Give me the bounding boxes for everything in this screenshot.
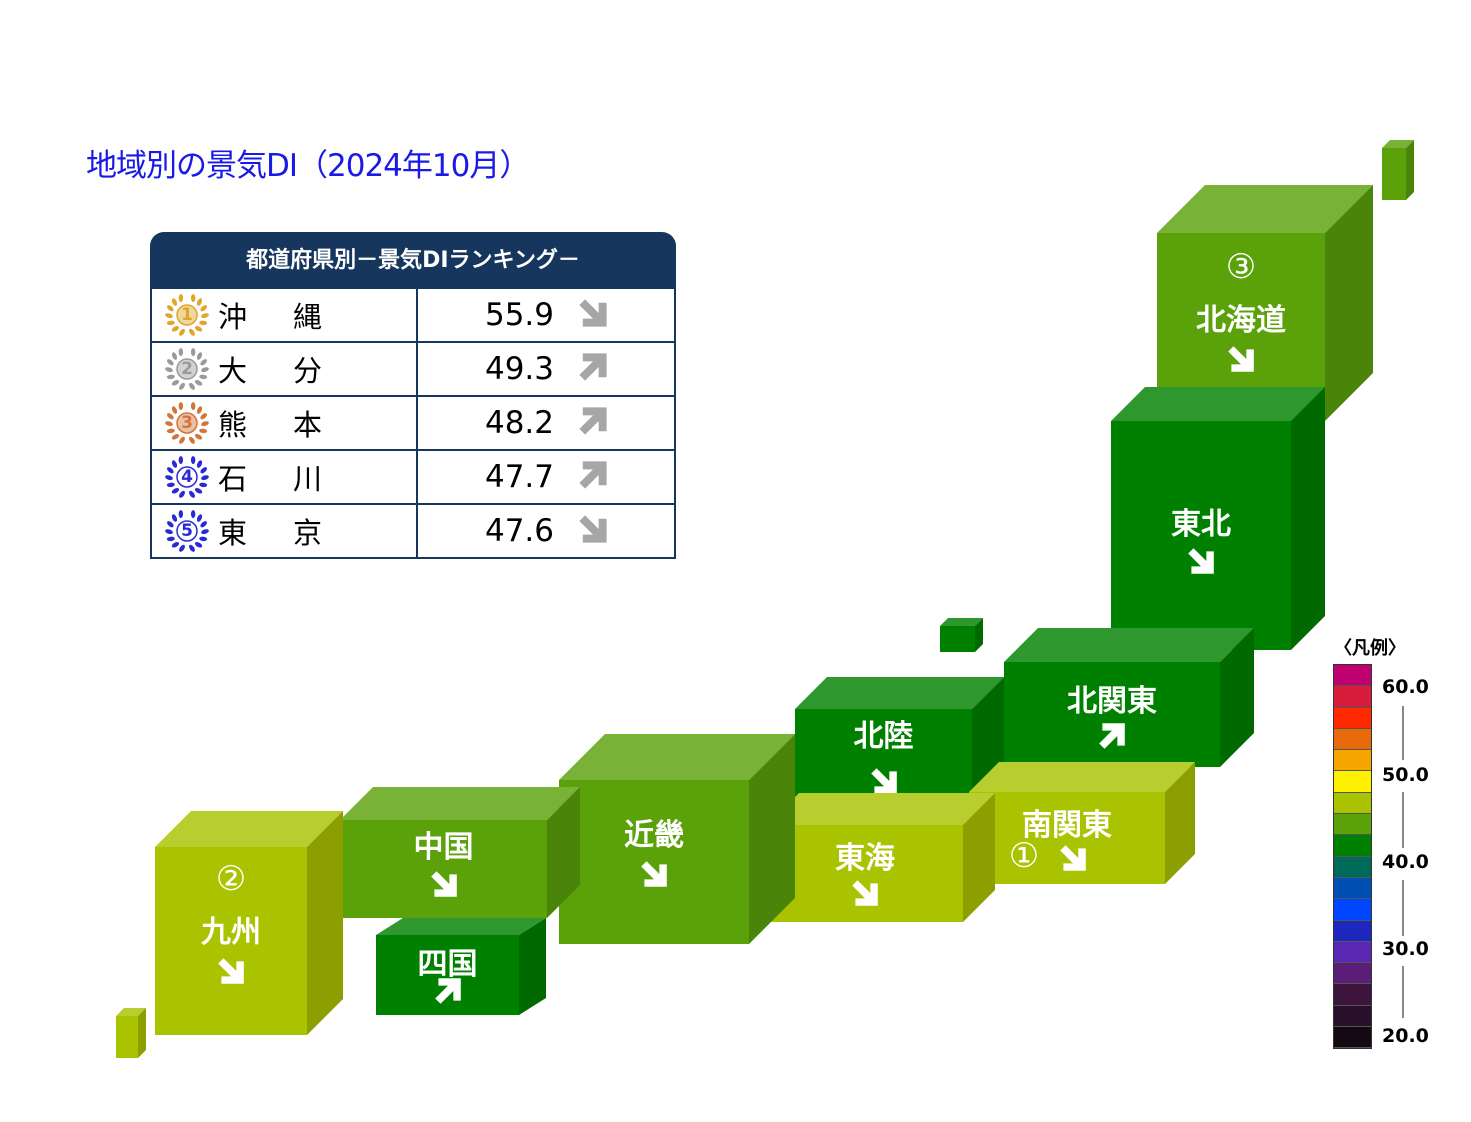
di-value: 55.9	[484, 297, 554, 333]
legend-tick: 60.0	[1382, 676, 1429, 698]
region-hokuriku: 北陸	[795, 677, 1004, 806]
prefecture-name: 石川	[218, 462, 369, 496]
trend-up-arrow-icon	[576, 458, 610, 496]
region-minamikanto: ① 南関東	[969, 762, 1195, 884]
laurel-medal-icon: 3	[160, 399, 214, 447]
legend-color-step	[1334, 814, 1371, 836]
legend-line	[1402, 792, 1404, 848]
ranking-table: 都道府県別－景気DIランキング－ 1 沖縄 55.9 2 大分 49.3 3 熊本 48.2 4 石…	[150, 232, 676, 559]
ranking-name-cell: 4 石川	[152, 451, 418, 503]
legend-color-step	[1334, 1027, 1371, 1049]
legend-color-step	[1334, 792, 1371, 815]
legend-tick: 30.0	[1382, 938, 1429, 960]
legend-color-step	[1334, 686, 1371, 708]
ranking-row: 1 沖縄 55.9	[152, 289, 674, 341]
legend-color-step	[1334, 835, 1371, 857]
region-rank-mark: ③	[1225, 247, 1257, 287]
di-value: 47.7	[484, 459, 554, 495]
legend-tick: 20.0	[1382, 1025, 1429, 1047]
ranking-body: 1 沖縄 55.9 2 大分 49.3 3 熊本 48.2 4 石川 47.7 5 東京 47.6	[150, 289, 676, 559]
legend-color-step	[1334, 941, 1371, 964]
legend-color-step	[1334, 899, 1371, 921]
region-tohoku: 東北	[1111, 387, 1325, 650]
di-value: 47.6	[484, 513, 554, 549]
legend-color-step	[1334, 750, 1371, 772]
ranking-value-cell: 49.3	[418, 343, 674, 395]
ranking-value-cell: 47.7	[418, 451, 674, 503]
legend-tick: 50.0	[1382, 764, 1429, 786]
ranking-header: 都道府県別－景気DIランキング－	[150, 232, 676, 289]
ranking-value-cell: 47.6	[418, 505, 674, 557]
trend-up-arrow-icon	[576, 404, 610, 442]
legend-color-step	[1334, 856, 1371, 878]
prefecture-name: 熊本	[218, 408, 369, 442]
region-kyushu: ② 九州	[155, 811, 343, 1035]
legend-color-scale	[1333, 664, 1372, 1050]
ranking-name-cell: 1 沖縄	[152, 289, 418, 341]
laurel-medal-icon: 5	[160, 507, 214, 555]
page-title: 地域別の景気DI（2024年10月）	[86, 148, 530, 184]
laurel-medal-icon: 2	[160, 345, 214, 393]
legend-color-step	[1334, 984, 1371, 1006]
region-chugoku: 中国	[340, 787, 580, 918]
island-northeast	[1382, 140, 1414, 200]
prefecture-name: 東京	[218, 516, 369, 550]
prefecture-name: 大分	[218, 354, 369, 388]
di-value: 48.2	[484, 405, 554, 441]
legend-color-step	[1334, 665, 1371, 687]
legend-title: 〈凡例〉	[1334, 638, 1406, 659]
region-label: 南関東	[1022, 808, 1112, 843]
ranking-row: 3 熊本 48.2	[152, 395, 674, 449]
laurel-medal-icon: 1	[160, 291, 214, 339]
ranking-value-cell: 48.2	[418, 397, 674, 449]
trend-up-arrow-icon	[576, 350, 610, 388]
legend-color-step	[1334, 707, 1371, 729]
trend-down-arrow-icon	[576, 296, 610, 334]
prefecture-name: 沖縄	[218, 300, 369, 334]
region-shikoku: 四国	[376, 918, 546, 1015]
region-label: 東北	[1171, 507, 1231, 542]
region-label: 北関東	[1067, 684, 1157, 719]
legend-tick: 40.0	[1382, 851, 1429, 873]
region-label: 近畿	[624, 818, 684, 853]
region-label: 北陸	[853, 719, 914, 754]
region-rank-mark: ②	[215, 859, 247, 899]
region-kitakanto: 北関東	[1004, 628, 1254, 767]
legend-arrow-up	[1402, 706, 1404, 760]
region-label: 九州	[201, 915, 261, 950]
island-sado	[940, 618, 983, 652]
region-hokkaido: ③ 北海道	[1157, 185, 1373, 421]
region-label: 四国	[417, 947, 478, 982]
legend-line	[1402, 880, 1404, 936]
trend-down-arrow-icon	[576, 512, 610, 550]
legend-color-step	[1334, 1005, 1371, 1028]
region-label: 東海	[835, 841, 895, 876]
legend-color-step	[1334, 771, 1371, 793]
legend-color-step	[1334, 877, 1371, 900]
island-south	[116, 1008, 146, 1058]
region-label: 中国	[413, 830, 474, 865]
ranking-row: 4 石川 47.7	[152, 449, 674, 503]
region-kinki: 近畿	[559, 734, 795, 944]
region-rank-mark: ①	[1008, 836, 1040, 876]
ranking-name-cell: 3 熊本	[152, 397, 418, 449]
di-value: 49.3	[484, 351, 554, 387]
legend-color-step	[1334, 963, 1371, 985]
legend-color-step	[1334, 728, 1371, 751]
region-tokai: 東海	[767, 793, 995, 922]
ranking-value-cell: 55.9	[418, 289, 674, 341]
legend-arrow-down	[1402, 966, 1404, 1018]
legend-color-step	[1334, 920, 1371, 942]
region-label: 北海道	[1196, 303, 1286, 338]
ranking-name-cell: 5 東京	[152, 505, 418, 557]
ranking-row: 2 大分 49.3	[152, 341, 674, 395]
ranking-name-cell: 2 大分	[152, 343, 418, 395]
laurel-medal-icon: 4	[160, 453, 214, 501]
ranking-row: 5 東京 47.6	[152, 503, 674, 557]
